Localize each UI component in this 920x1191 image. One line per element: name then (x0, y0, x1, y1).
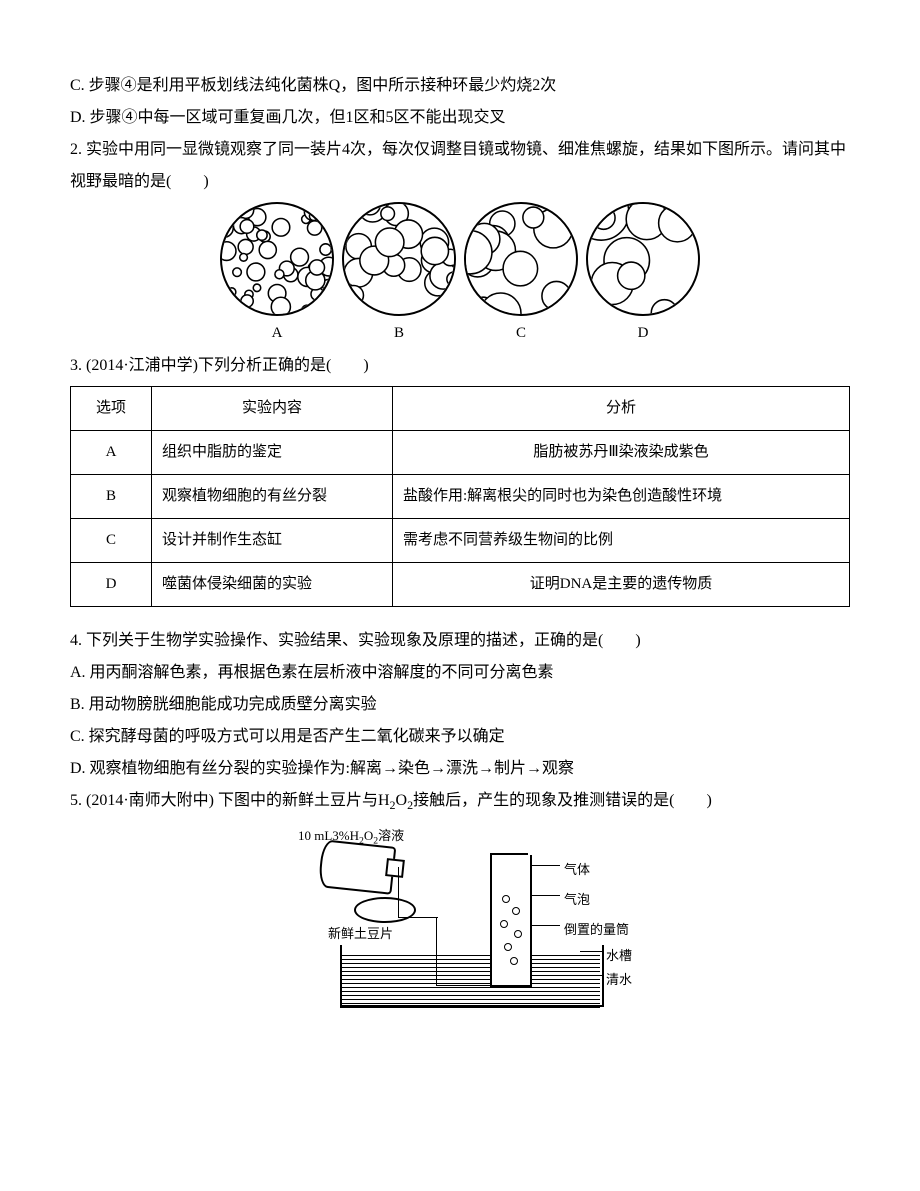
q2-fig-label: B (342, 318, 456, 348)
q2-fig-label: C (464, 318, 578, 348)
q5-bubble-label: 气泡 (564, 887, 590, 913)
q2-fig-B: B (342, 202, 456, 348)
q5-tank-label: 水槽 (606, 943, 632, 969)
q2-fig-D: D (586, 202, 700, 348)
q5-figure: 10 mL3%H2O2溶液 新鲜土豆片 气体 (280, 825, 640, 1015)
leader-line (530, 865, 560, 866)
q4-option-b: B. 用动物膀胱细胞能成功完成质壁分离实验 (70, 689, 850, 721)
q3-content-cell: 观察植物细胞的有丝分裂 (152, 475, 393, 519)
table-row: A组织中脂肪的鉴定脂肪被苏丹Ⅲ染液染成紫色 (71, 431, 850, 475)
q2-fig-label: A (220, 318, 334, 348)
q2-fig-C: C (464, 202, 578, 348)
q3-th-opt: 选项 (71, 387, 152, 431)
q3-opt-cell: A (71, 431, 152, 475)
q4-option-d: D. 观察植物细胞有丝分裂的实验操作为:解离→染色→漂洗→制片→观察 (70, 753, 850, 785)
q4-option-c: C. 探究酵母菌的呼吸方式可以用是否产生二氧化碳来予以确定 (70, 721, 850, 753)
microscope-view-icon (342, 202, 456, 316)
q5-potato-label: 新鲜土豆片 (328, 921, 393, 947)
q3-opt-cell: B (71, 475, 152, 519)
q3-th-analysis: 分析 (393, 387, 850, 431)
q5-cylinder-label: 倒置的量筒 (564, 917, 629, 943)
leader-line (530, 895, 560, 896)
q3-analysis-cell: 证明DNA是主要的遗传物质 (393, 563, 850, 607)
q3-opt-cell: C (71, 519, 152, 563)
microscope-view-icon (586, 202, 700, 316)
q3-analysis-cell: 脂肪被苏丹Ⅲ染液染成紫色 (393, 431, 850, 475)
q5-stem-post: 接触后，产生的现象及推测错误的是( ) (413, 792, 712, 809)
q4-option-a: A. 用丙酮溶解色素，再根据色素在层析液中溶解度的不同可分离色素 (70, 657, 850, 689)
table-row: B观察植物细胞的有丝分裂盐酸作用:解离根尖的同时也为染色创造酸性环境 (71, 475, 850, 519)
table-row: C设计并制作生态缸需考虑不同营养级生物间的比例 (71, 519, 850, 563)
q3-table: 选项 实验内容 分析 A组织中脂肪的鉴定脂肪被苏丹Ⅲ染液染成紫色B观察植物细胞的… (70, 386, 850, 607)
leader-line (530, 925, 560, 926)
q3-content-cell: 噬菌体侵染细菌的实验 (152, 563, 393, 607)
q5-bottle (318, 839, 397, 894)
q3-analysis-cell: 盐酸作用:解离根尖的同时也为染色创造酸性环境 (393, 475, 850, 519)
q5-stem-pre: 5. (2014·南师大附中) 下图中的新鲜土豆片与H (70, 792, 390, 809)
q5-figure-wrap: 10 mL3%H2O2溶液 新鲜土豆片 气体 (70, 825, 850, 1027)
q5-stem: 5. (2014·南师大附中) 下图中的新鲜土豆片与H2O2接触后，产生的现象及… (70, 785, 850, 817)
table-row: D噬菌体侵染细菌的实验证明DNA是主要的遗传物质 (71, 563, 850, 607)
q3-opt-cell: D (71, 563, 152, 607)
q2-stem: 2. 实验中用同一显微镜观察了同一装片4次，每次仅调整目镜或物镜、细准焦螺旋，结… (70, 134, 850, 198)
q5-water (340, 955, 600, 1001)
q2-figure-row: ABCD (70, 202, 850, 348)
microscope-view-icon (220, 202, 334, 316)
q2-fig-label: D (586, 318, 700, 348)
q1-option-d: D. 步骤④中每一区域可重复画几次，但1区和5区不能出现交叉 (70, 102, 850, 134)
q5-water-label: 清水 (606, 967, 632, 993)
leader-line (580, 975, 602, 976)
q5-gas-label: 气体 (564, 857, 590, 883)
q1-option-c: C. 步骤④是利用平板划线法纯化菌株Q，图中所示接种环最少灼烧2次 (70, 70, 850, 102)
microscope-view-icon (464, 202, 578, 316)
q3-stem: 3. (2014·江浦中学)下列分析正确的是( ) (70, 350, 850, 382)
q5-air-gap (492, 857, 526, 881)
q3-content-cell: 设计并制作生态缸 (152, 519, 393, 563)
q3-th-content: 实验内容 (152, 387, 393, 431)
q5-bottle-mid: O (364, 828, 373, 843)
q5-mid1: O (396, 792, 408, 809)
q4-stem: 4. 下列关于生物学实验操作、实验结果、实验现象及原理的描述，正确的是( ) (70, 625, 850, 657)
q3-content-cell: 组织中脂肪的鉴定 (152, 431, 393, 475)
q5-tube (398, 867, 403, 917)
q3-analysis-cell: 需考虑不同营养级生物间的比例 (393, 519, 850, 563)
leader-line (580, 951, 602, 952)
q5-bottle-post: 溶液 (378, 828, 404, 843)
q5-tube (398, 917, 438, 922)
q2-fig-A: A (220, 202, 334, 348)
